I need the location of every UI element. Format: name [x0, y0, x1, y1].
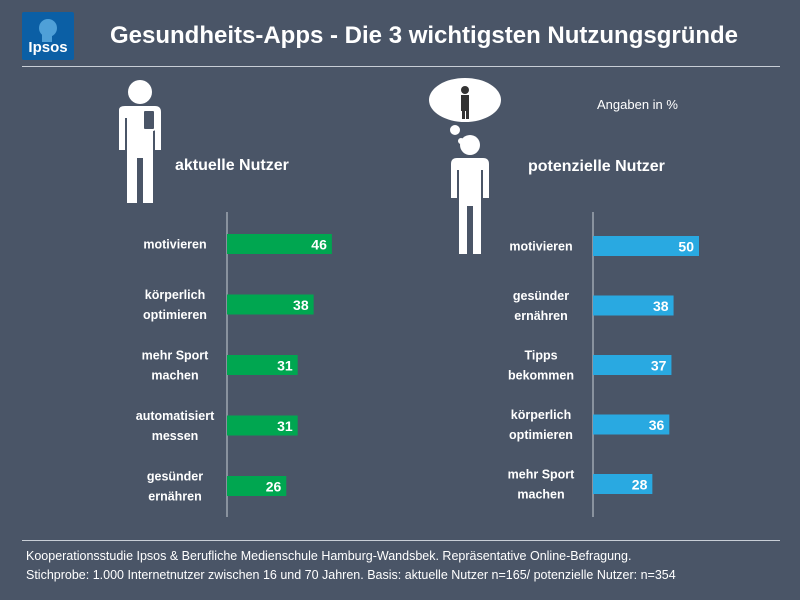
current-category-label-4-1: ernähren	[148, 490, 202, 504]
potential-value-2: 37	[651, 358, 667, 374]
current-value-0: 46	[311, 237, 327, 253]
current-category-label-1-0: körperlich	[145, 288, 205, 302]
current-category-label-3-0: automatisiert	[136, 409, 215, 423]
current-bar-2	[227, 355, 298, 375]
panel-title-potential: potenzielle Nutzer	[528, 158, 665, 175]
current-value-3: 31	[277, 418, 293, 434]
logo-text: Ipsos	[28, 39, 68, 56]
potential-category-label-1-1: ernähren	[514, 309, 568, 323]
potential-category-label-3-1: optimieren	[509, 428, 573, 442]
potential-bar-4	[593, 474, 653, 494]
panel-title-current: aktuelle Nutzer	[175, 157, 289, 174]
potential-value-0: 50	[678, 239, 694, 255]
unit-note: Angaben in %	[597, 97, 678, 112]
potential-category-label-3-0: körperlich	[511, 408, 571, 422]
current-category-label-2-1: machen	[151, 369, 198, 383]
current-user-icon	[119, 80, 161, 203]
potential-bar-2	[593, 355, 672, 375]
potential-bar-0	[593, 236, 699, 256]
current-bar-3	[227, 415, 298, 436]
current-category-label-2-0: mehr Sport	[142, 349, 210, 363]
potential-category-label-0-0: motivieren	[509, 240, 572, 254]
potential-bar-3	[593, 414, 670, 435]
footer-divider	[22, 540, 780, 541]
potential-category-label-4-0: mehr Sport	[508, 468, 576, 482]
potential-category-label-1-0: gesünder	[513, 289, 569, 303]
potential-value-3: 36	[649, 417, 665, 433]
potential-category-label-4-1: machen	[517, 488, 564, 502]
logo-head-icon	[39, 19, 57, 42]
chart-potential-users: 50 motivieren 38 gesünder ernähren 37 Tipps bek…	[508, 212, 699, 517]
current-category-label-1-1: optimieren	[143, 308, 207, 322]
current-category-label-0-0: motivieren	[143, 238, 206, 252]
title-divider	[22, 66, 780, 67]
potential-value-1: 38	[653, 298, 669, 314]
ipsos-logo: Ipsos	[22, 12, 74, 60]
potential-category-label-2-1: bekommen	[508, 369, 574, 383]
current-value-2: 31	[277, 358, 293, 374]
page-title: Gesundheits-Apps - Die 3 wichtigsten Nut…	[110, 22, 739, 49]
current-category-label-3-1: messen	[152, 429, 199, 443]
current-value-4: 26	[266, 479, 282, 495]
footer-line-1: Kooperationsstudie Ipsos & Berufliche Me…	[26, 549, 632, 563]
current-value-1: 38	[293, 297, 309, 313]
potential-value-4: 28	[632, 477, 648, 493]
current-bar-0	[227, 234, 332, 254]
potential-user-icon	[429, 78, 501, 254]
potential-category-label-2-0: Tipps	[524, 349, 557, 363]
current-bar-4	[227, 476, 287, 496]
current-category-label-4-0: gesünder	[147, 470, 203, 484]
current-bar-1	[227, 294, 314, 315]
footer: Kooperationsstudie Ipsos & Berufliche Me…	[26, 547, 786, 585]
thought-bubble-icon	[429, 78, 501, 144]
chart-current-users: 46 motivieren 38 körperlich optimieren 31 mehr…	[136, 212, 332, 517]
footer-line-2: Stichprobe: 1.000 Internetnutzer zwische…	[26, 568, 676, 582]
potential-bar-1	[593, 295, 674, 316]
